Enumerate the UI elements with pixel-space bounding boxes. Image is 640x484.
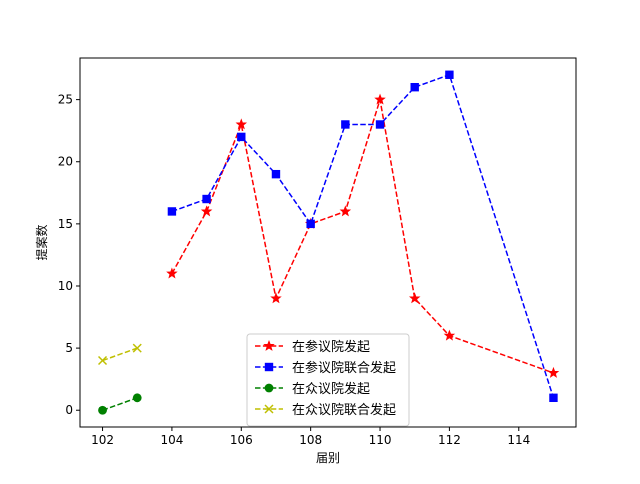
x-axis-title: 届别 [316, 451, 340, 465]
legend-label: 在众议院发起 [292, 381, 370, 397]
x-tick-label: 104 [160, 433, 183, 447]
legend-item: 在众议院联合发起 [255, 402, 396, 418]
x-marker-stroke [264, 404, 274, 414]
y-tick-label: 10 [58, 279, 73, 293]
data-point [339, 205, 352, 217]
legend-box [246, 333, 410, 427]
data-point [200, 205, 213, 217]
data-point [202, 194, 211, 204]
legend-label: 在参议院联合发起 [292, 360, 396, 376]
data-point [132, 393, 142, 403]
data-point [410, 82, 419, 92]
x-tick-label: 114 [507, 433, 530, 447]
data-point [306, 219, 315, 229]
y-axis: 0 5 10 15 20 25 [58, 93, 80, 417]
legend-item: 在参议院发起 [255, 339, 370, 355]
data-point [549, 393, 558, 403]
series-line [171, 99, 554, 374]
x-axis: 102 104 106 108 110 112 114 [91, 427, 530, 447]
legend-marker [264, 404, 274, 414]
series-layer [98, 70, 560, 415]
data-point [445, 70, 454, 79]
y-axis-title: 提案数 [34, 224, 49, 260]
series-1 [167, 70, 558, 403]
series-2 [98, 393, 142, 415]
legend-label: 在众议院联合发起 [292, 402, 396, 418]
series-0 [166, 93, 560, 378]
data-point [132, 343, 142, 353]
legend-marker [264, 383, 274, 393]
y-tick-label: 5 [65, 341, 73, 355]
data-point [270, 292, 282, 304]
x-tick-label: 106 [230, 433, 253, 447]
x-tick-label: 112 [438, 433, 461, 447]
y-tick-label: 25 [58, 93, 73, 107]
data-point [166, 267, 178, 279]
legend-marker [263, 339, 275, 351]
data-point [374, 93, 386, 105]
plot-frame [79, 57, 577, 428]
x-tick-label: 108 [299, 433, 322, 447]
data-point [167, 207, 177, 216]
series-3 [98, 343, 142, 366]
legend-label: 在参议院发起 [292, 339, 370, 355]
data-point [375, 120, 385, 129]
legend-item: 在众议院发起 [255, 381, 370, 397]
series-line [171, 73, 555, 399]
data-point [443, 329, 456, 341]
series-line [102, 397, 138, 411]
data-point [271, 169, 281, 179]
axes: 102 104 106 108 110 112 114 0 5 10 15 20 25 届别 提案数 [34, 57, 577, 465]
x-marker-stroke [132, 343, 142, 353]
data-point [408, 292, 421, 304]
legend-marker [264, 362, 274, 372]
data-point [341, 120, 350, 129]
data-point [235, 118, 248, 130]
y-tick-label: 0 [65, 403, 73, 417]
legend-item: 在参议院联合发起 [255, 360, 396, 376]
data-point [98, 355, 108, 366]
data-point [98, 405, 107, 415]
y-tick-label: 20 [58, 155, 73, 169]
series-line [102, 347, 138, 362]
data-point [237, 132, 246, 142]
data-point [547, 366, 560, 378]
x-tick-label: 102 [91, 433, 114, 447]
x-tick-label: 110 [369, 433, 392, 447]
y-tick-label: 15 [58, 217, 73, 231]
x-marker-stroke [98, 355, 108, 366]
